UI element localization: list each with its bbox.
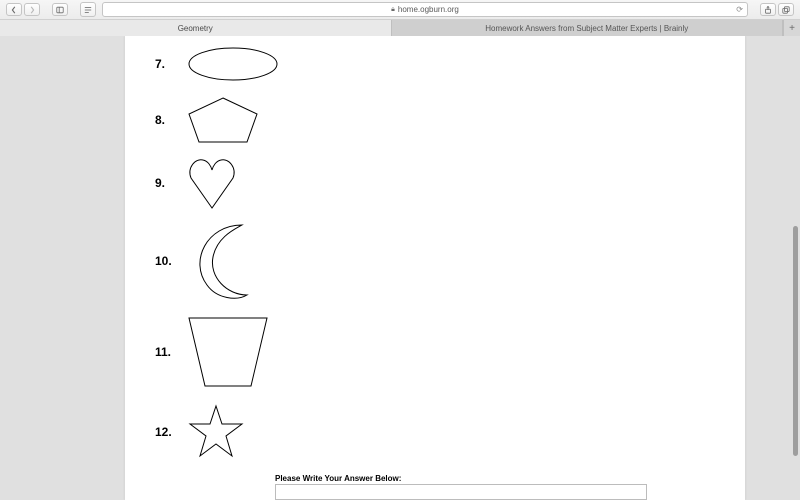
question-row: 11. <box>155 316 269 388</box>
back-button[interactable] <box>6 3 22 16</box>
shape-heart <box>187 156 237 210</box>
right-buttons <box>760 3 794 16</box>
lock-icon: 🔒︎ <box>391 6 395 14</box>
shape-crescent <box>187 221 257 301</box>
scrollbar-thumb[interactable] <box>793 226 798 456</box>
shape-pentagon <box>187 96 259 144</box>
worksheet-page: 7. 8. 9. 10. <box>125 36 745 500</box>
tabs-icon <box>782 6 790 14</box>
reader-icon <box>84 6 92 14</box>
nav-buttons <box>6 3 40 16</box>
question-number: 9. <box>155 176 177 190</box>
forward-button[interactable] <box>24 3 40 16</box>
question-number: 10. <box>155 254 177 268</box>
question-number: 11. <box>155 345 177 359</box>
shape-star <box>187 404 245 460</box>
viewport: 7. 8. 9. 10. <box>0 36 800 500</box>
question-row: 10. <box>155 221 257 301</box>
chevron-left-icon <box>10 6 18 14</box>
address-bar[interactable]: 🔒︎ home.ogburn.org ⟳ <box>102 2 748 17</box>
tab-bar: Geometry Homework Answers from Subject M… <box>0 20 800 37</box>
tab-label: Homework Answers from Subject Matter Exp… <box>485 24 688 33</box>
shape-ellipse <box>187 46 279 82</box>
browser-toolbar: 🔒︎ home.ogburn.org ⟳ <box>0 0 800 20</box>
question-row: 9. <box>155 156 237 210</box>
tab-geometry[interactable]: Geometry <box>0 20 392 36</box>
tab-label: Geometry <box>178 24 213 33</box>
share-button[interactable] <box>760 3 776 16</box>
plus-icon: + <box>789 23 795 34</box>
question-number: 12. <box>155 425 177 439</box>
share-icon <box>764 6 772 14</box>
answer-label: Please Write Your Answer Below: <box>275 474 401 483</box>
sidebar-icon <box>56 6 64 14</box>
reader-button[interactable] <box>80 2 96 17</box>
tab-brainly[interactable]: Homework Answers from Subject Matter Exp… <box>392 20 784 36</box>
question-row: 8. <box>155 96 259 144</box>
shape-trapezoid <box>187 316 269 388</box>
question-number: 7. <box>155 57 177 71</box>
url-text: home.ogburn.org <box>398 5 459 14</box>
new-tab-button[interactable]: + <box>783 20 800 36</box>
question-row: 7. <box>155 46 279 82</box>
question-row: 12. <box>155 404 245 460</box>
chevron-right-icon <box>28 6 36 14</box>
reload-icon[interactable]: ⟳ <box>736 5 743 14</box>
tabs-button[interactable] <box>778 3 794 16</box>
question-number: 8. <box>155 113 177 127</box>
address-bar-wrap: 🔒︎ home.ogburn.org ⟳ <box>80 2 748 17</box>
sidebar-toggle-button[interactable] <box>52 3 68 16</box>
answer-input[interactable] <box>275 484 647 500</box>
